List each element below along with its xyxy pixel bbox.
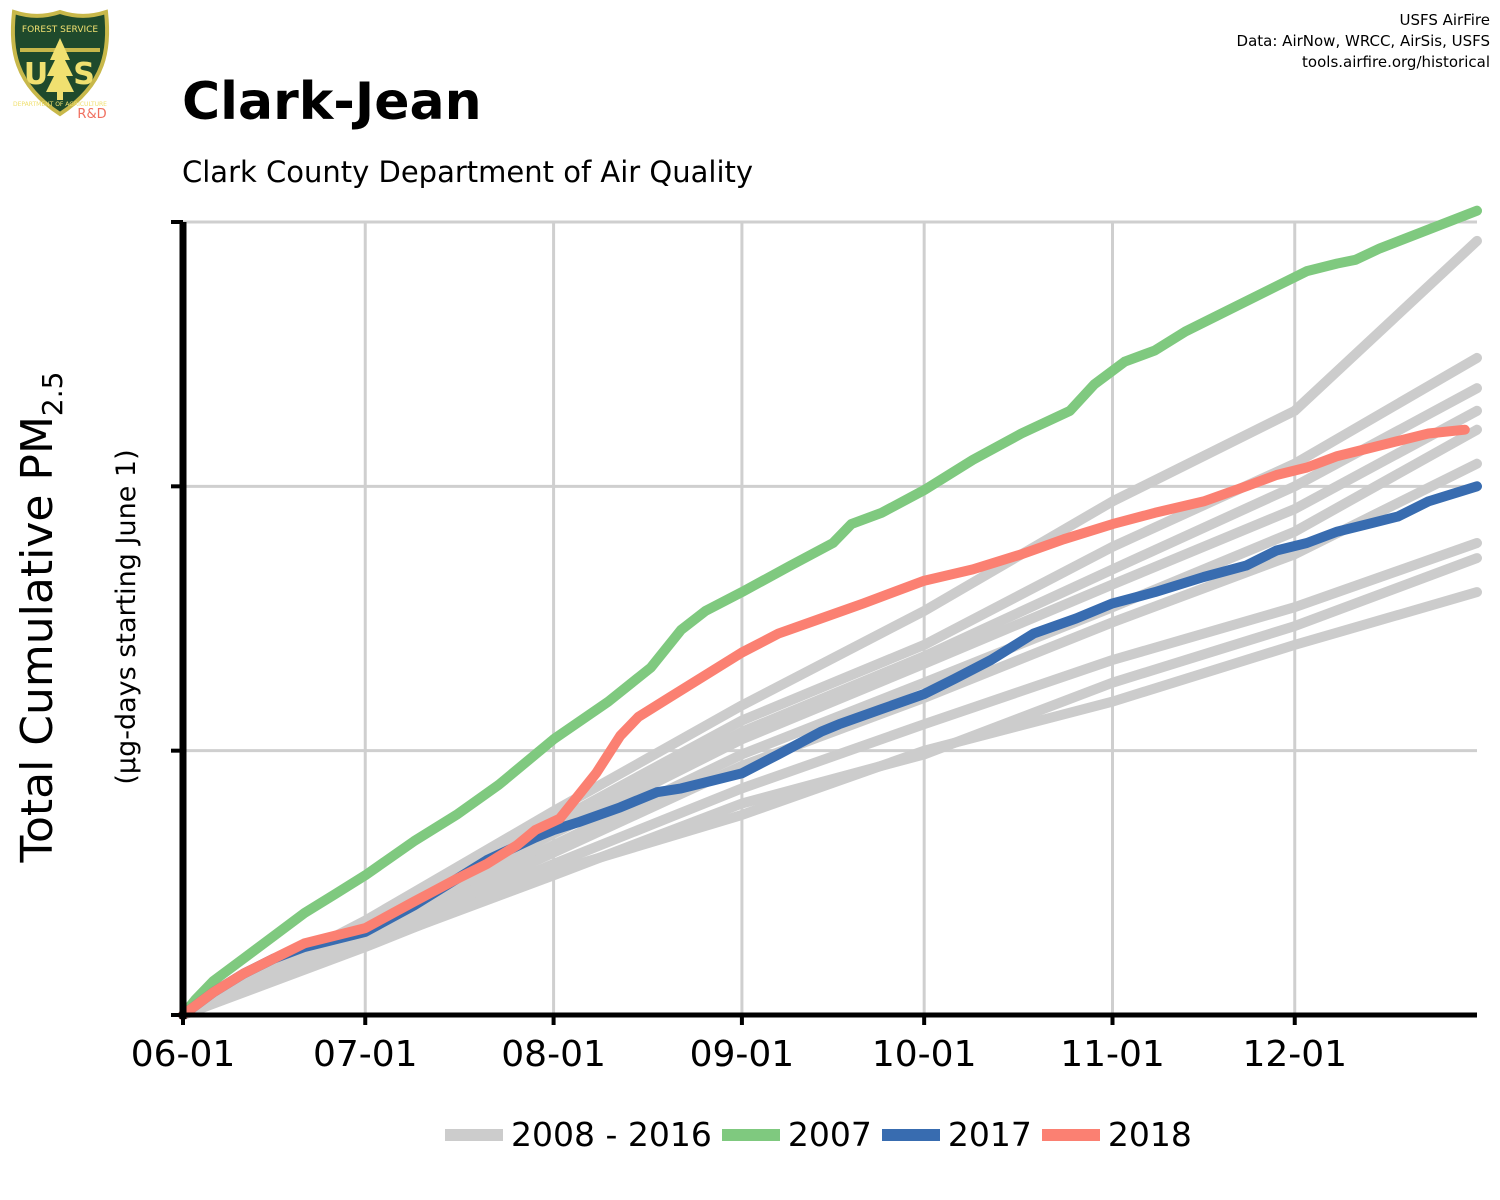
x-tick-label: 10-01 (872, 1034, 977, 1075)
series-line-2018 (178, 424, 1470, 1020)
y-axis-label: Total Cumulative PM2.5 (12, 372, 69, 864)
logo-letter-u: U (24, 57, 48, 92)
logo-letter-s: S (73, 57, 95, 92)
credit-line: tools.airfire.org/historical (1302, 53, 1490, 71)
credits: USFS AirFire Data: AirNow, WRCC, AirSis,… (1237, 10, 1490, 73)
legend-swatch-background (445, 1128, 503, 1141)
y-axis-label-subscript: 2.5 (36, 372, 69, 417)
legend: 2008 - 2016 2007 2017 2018 (445, 1115, 1202, 1154)
logo-bottom-text: DEPARTMENT OF AGRICULTURE (13, 101, 107, 108)
series-line-2007 (178, 205, 1482, 1020)
chart-title: Clark-Jean (182, 72, 482, 132)
credit-line: USFS AirFire (1399, 11, 1490, 29)
legend-item-2018: 2018 (1041, 1115, 1192, 1154)
x-tick-label: 11-01 (1060, 1034, 1165, 1075)
y-axis-label-main: Total Cumulative PM (12, 416, 63, 863)
x-tick-label: 07-01 (313, 1034, 418, 1075)
legend-item-2017: 2017 (881, 1115, 1032, 1154)
series-layer (178, 205, 1482, 1020)
series-line-background (178, 235, 1482, 1020)
pine-tree-icon (46, 38, 74, 100)
legend-label: 2008 - 2016 (511, 1115, 712, 1154)
credit-line: Data: AirNow, WRCC, AirSis, USFS (1236, 32, 1490, 50)
legend-swatch-2018 (1041, 1128, 1100, 1141)
series-line-background (178, 587, 1482, 1020)
x-tick-label: 12-01 (1242, 1034, 1347, 1075)
axis-layer: 06-01 07-01 08-01 09-01 10-01 11-01 12-01 (131, 220, 1477, 1075)
legend-swatch-2017 (881, 1128, 940, 1141)
legend-swatch-2007 (721, 1128, 780, 1141)
chart-subtitle: Clark County Department of Air Quality (182, 155, 754, 189)
logo-top-text: FOREST SERVICE (22, 25, 99, 35)
logo-rd-tag: R&D (77, 107, 106, 120)
x-tick-label: 06-01 (131, 1034, 236, 1075)
forest-service-shield-logo: FOREST SERVICE U S DEPARTMENT OF AGRICUL… (10, 9, 110, 120)
legend-label: 2018 (1107, 1115, 1192, 1154)
legend-label: 2007 (787, 1115, 872, 1154)
legend-item-background: 2008 - 2016 (445, 1115, 712, 1154)
grid-layer (183, 220, 1477, 1015)
label-layer: Total Cumulative PM2.5 (µg-days starting… (12, 372, 142, 864)
x-tick-label: 08-01 (501, 1034, 606, 1075)
legend-item-2007: 2007 (721, 1115, 872, 1154)
x-tick-label: 09-01 (690, 1034, 795, 1075)
y-axis-sublabel: (µg-days starting June 1) (111, 449, 142, 784)
legend-label: 2017 (947, 1115, 1032, 1154)
